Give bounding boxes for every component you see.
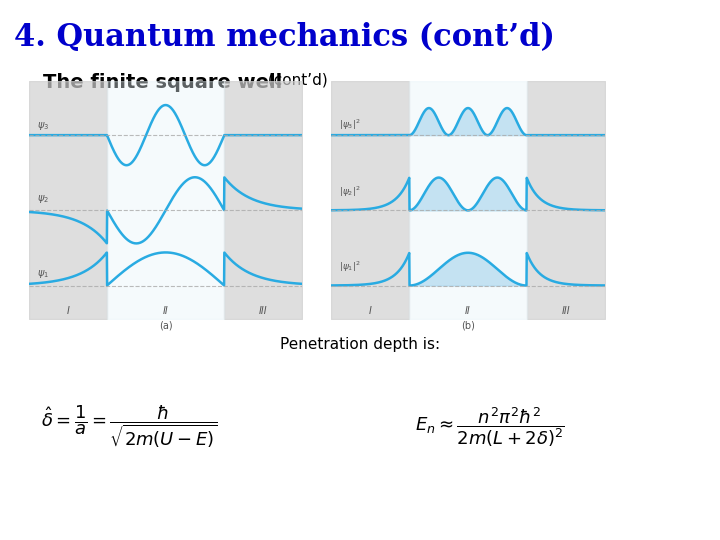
Text: The finite square well: The finite square well — [43, 73, 282, 92]
Text: Penetration depth is:: Penetration depth is: — [280, 338, 440, 353]
Text: $\hat{\delta} = \dfrac{1}{a} = \dfrac{\hbar}{\sqrt{2m(U-E)}}$: $\hat{\delta} = \dfrac{1}{a} = \dfrac{\h… — [41, 403, 218, 450]
Text: $E_n \approx \dfrac{n^2\pi^2\hbar^2}{2m(L+2\delta)^2}$: $E_n \approx \dfrac{n^2\pi^2\hbar^2}{2m(… — [415, 404, 564, 449]
Text: (cont’d): (cont’d) — [263, 73, 328, 88]
Text: 4. Quantum mechanics (cont’d): 4. Quantum mechanics (cont’d) — [14, 22, 555, 52]
